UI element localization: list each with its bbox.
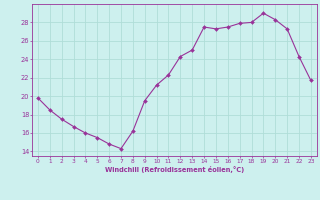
- X-axis label: Windchill (Refroidissement éolien,°C): Windchill (Refroidissement éolien,°C): [105, 166, 244, 173]
